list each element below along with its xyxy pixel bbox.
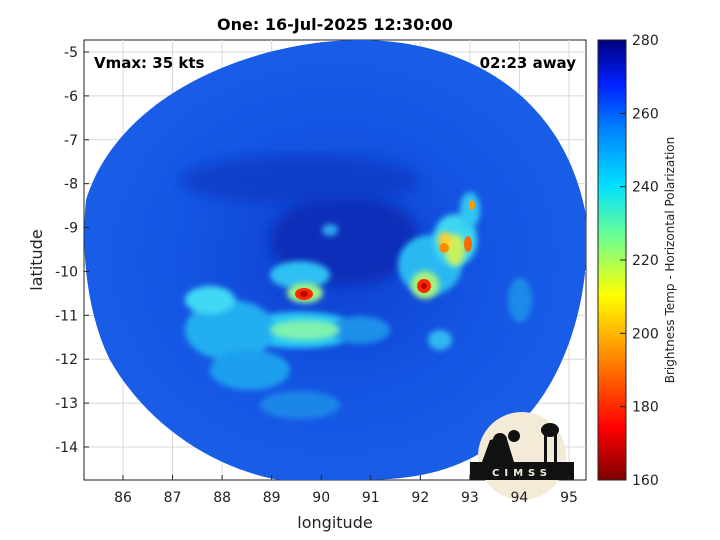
- x-tick-label: 89: [263, 490, 281, 506]
- x-tick-label: 91: [362, 490, 380, 506]
- x-tick-label: 93: [461, 490, 479, 506]
- brightness-temperature-swath: [84, 40, 586, 480]
- figure-title: One: 16-Jul-2025 12:30:00: [217, 15, 453, 34]
- y-tick-label: -8: [64, 177, 78, 193]
- x-tick-label: 95: [560, 490, 578, 506]
- y-tick-label: -12: [55, 352, 78, 368]
- colorbar-ticks: 280 260 240 220 200 180 160: [620, 33, 659, 489]
- colorbar: 280 260 240 220 200 180 160 Brightness Temp - …: [597, 33, 677, 489]
- x-axis-label: longitude: [297, 513, 372, 532]
- vmax-label: Vmax: 35 kts: [94, 54, 204, 72]
- x-tick-label: 94: [511, 490, 529, 506]
- y-tick-label: -11: [55, 308, 78, 324]
- colorbar-label: Brightness Temp - Horizontal Polarizatio…: [663, 137, 677, 384]
- y-tick-label: -6: [64, 89, 78, 105]
- time-away-label: 02:23 away: [480, 54, 577, 72]
- x-tick-label: 88: [213, 490, 231, 506]
- cimss-logo-text: CIMSS: [492, 468, 552, 479]
- y-tick-label: -5: [64, 45, 78, 61]
- cimss-logo: CIMSS: [470, 412, 574, 500]
- y-tick-label: -13: [55, 396, 78, 412]
- x-tick-label: 90: [312, 490, 330, 506]
- x-tick-label: 86: [114, 490, 132, 506]
- x-tick-label: 87: [164, 490, 182, 506]
- colorbar-tick-label: 280: [632, 33, 659, 49]
- x-axis-ticks: 86 87 88 89 90 91 92 93 94 95: [114, 475, 578, 506]
- colorbar-tick-label: 240: [632, 180, 659, 196]
- y-axis-label: latitude: [27, 229, 46, 290]
- y-tick-label: -14: [55, 440, 78, 456]
- colorbar-tick-label: 180: [632, 400, 659, 416]
- y-tick-label: -9: [64, 221, 78, 237]
- colorbar-tick-label: 160: [632, 473, 659, 489]
- colorbar-tick-label: 220: [632, 253, 659, 269]
- colorbar-tick-label: 260: [632, 106, 659, 122]
- x-tick-label: 92: [411, 490, 429, 506]
- y-tick-label: -7: [64, 133, 78, 149]
- y-tick-label: -10: [55, 264, 78, 280]
- colorbar-tick-label: 200: [632, 326, 659, 342]
- y-axis-ticks: -5 -6 -7 -8 -9 -10 -11 -12 -13 -14: [55, 45, 89, 456]
